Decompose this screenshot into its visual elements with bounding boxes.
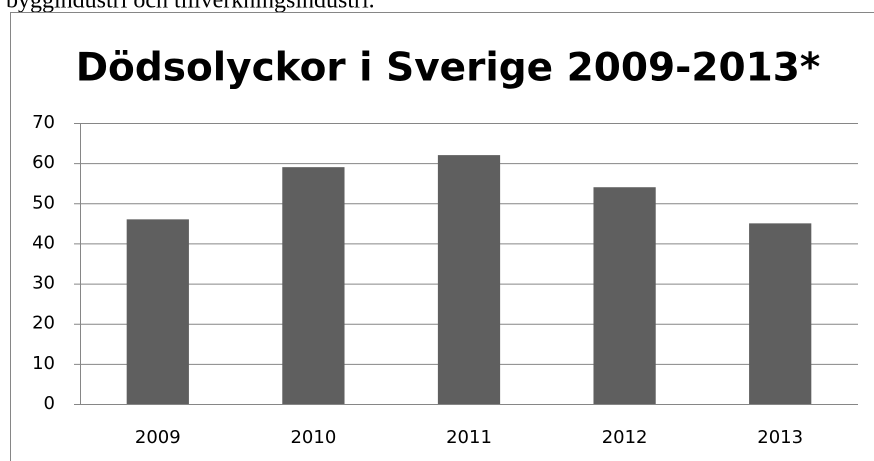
bar [126,219,189,404]
y-tick-label: 30 [32,273,55,294]
x-tick-label: 2013 [757,427,803,448]
x-tick-label: 2011 [446,427,492,448]
y-tick-label: 50 [32,192,55,213]
y-tick-label: 0 [44,393,55,414]
y-tick-label: 10 [32,353,55,374]
chart-border [10,12,874,461]
bar [437,155,501,404]
y-tick-label: 70 [32,112,55,133]
x-tick-label: 2010 [290,427,336,448]
bar [593,187,656,404]
y-tick-label: 20 [32,313,55,334]
x-tick-label: 2012 [602,427,648,448]
bar [282,167,345,404]
y-tick-label: 40 [32,232,55,253]
document-text: byggindustri och tillverkningsindustri. [6,0,375,14]
y-tick-label: 60 [32,152,55,173]
bar [749,223,812,404]
chart-title: Dödsolyckor i Sverige 2009-2013* [76,46,821,91]
x-tick-label: 2009 [135,427,181,448]
